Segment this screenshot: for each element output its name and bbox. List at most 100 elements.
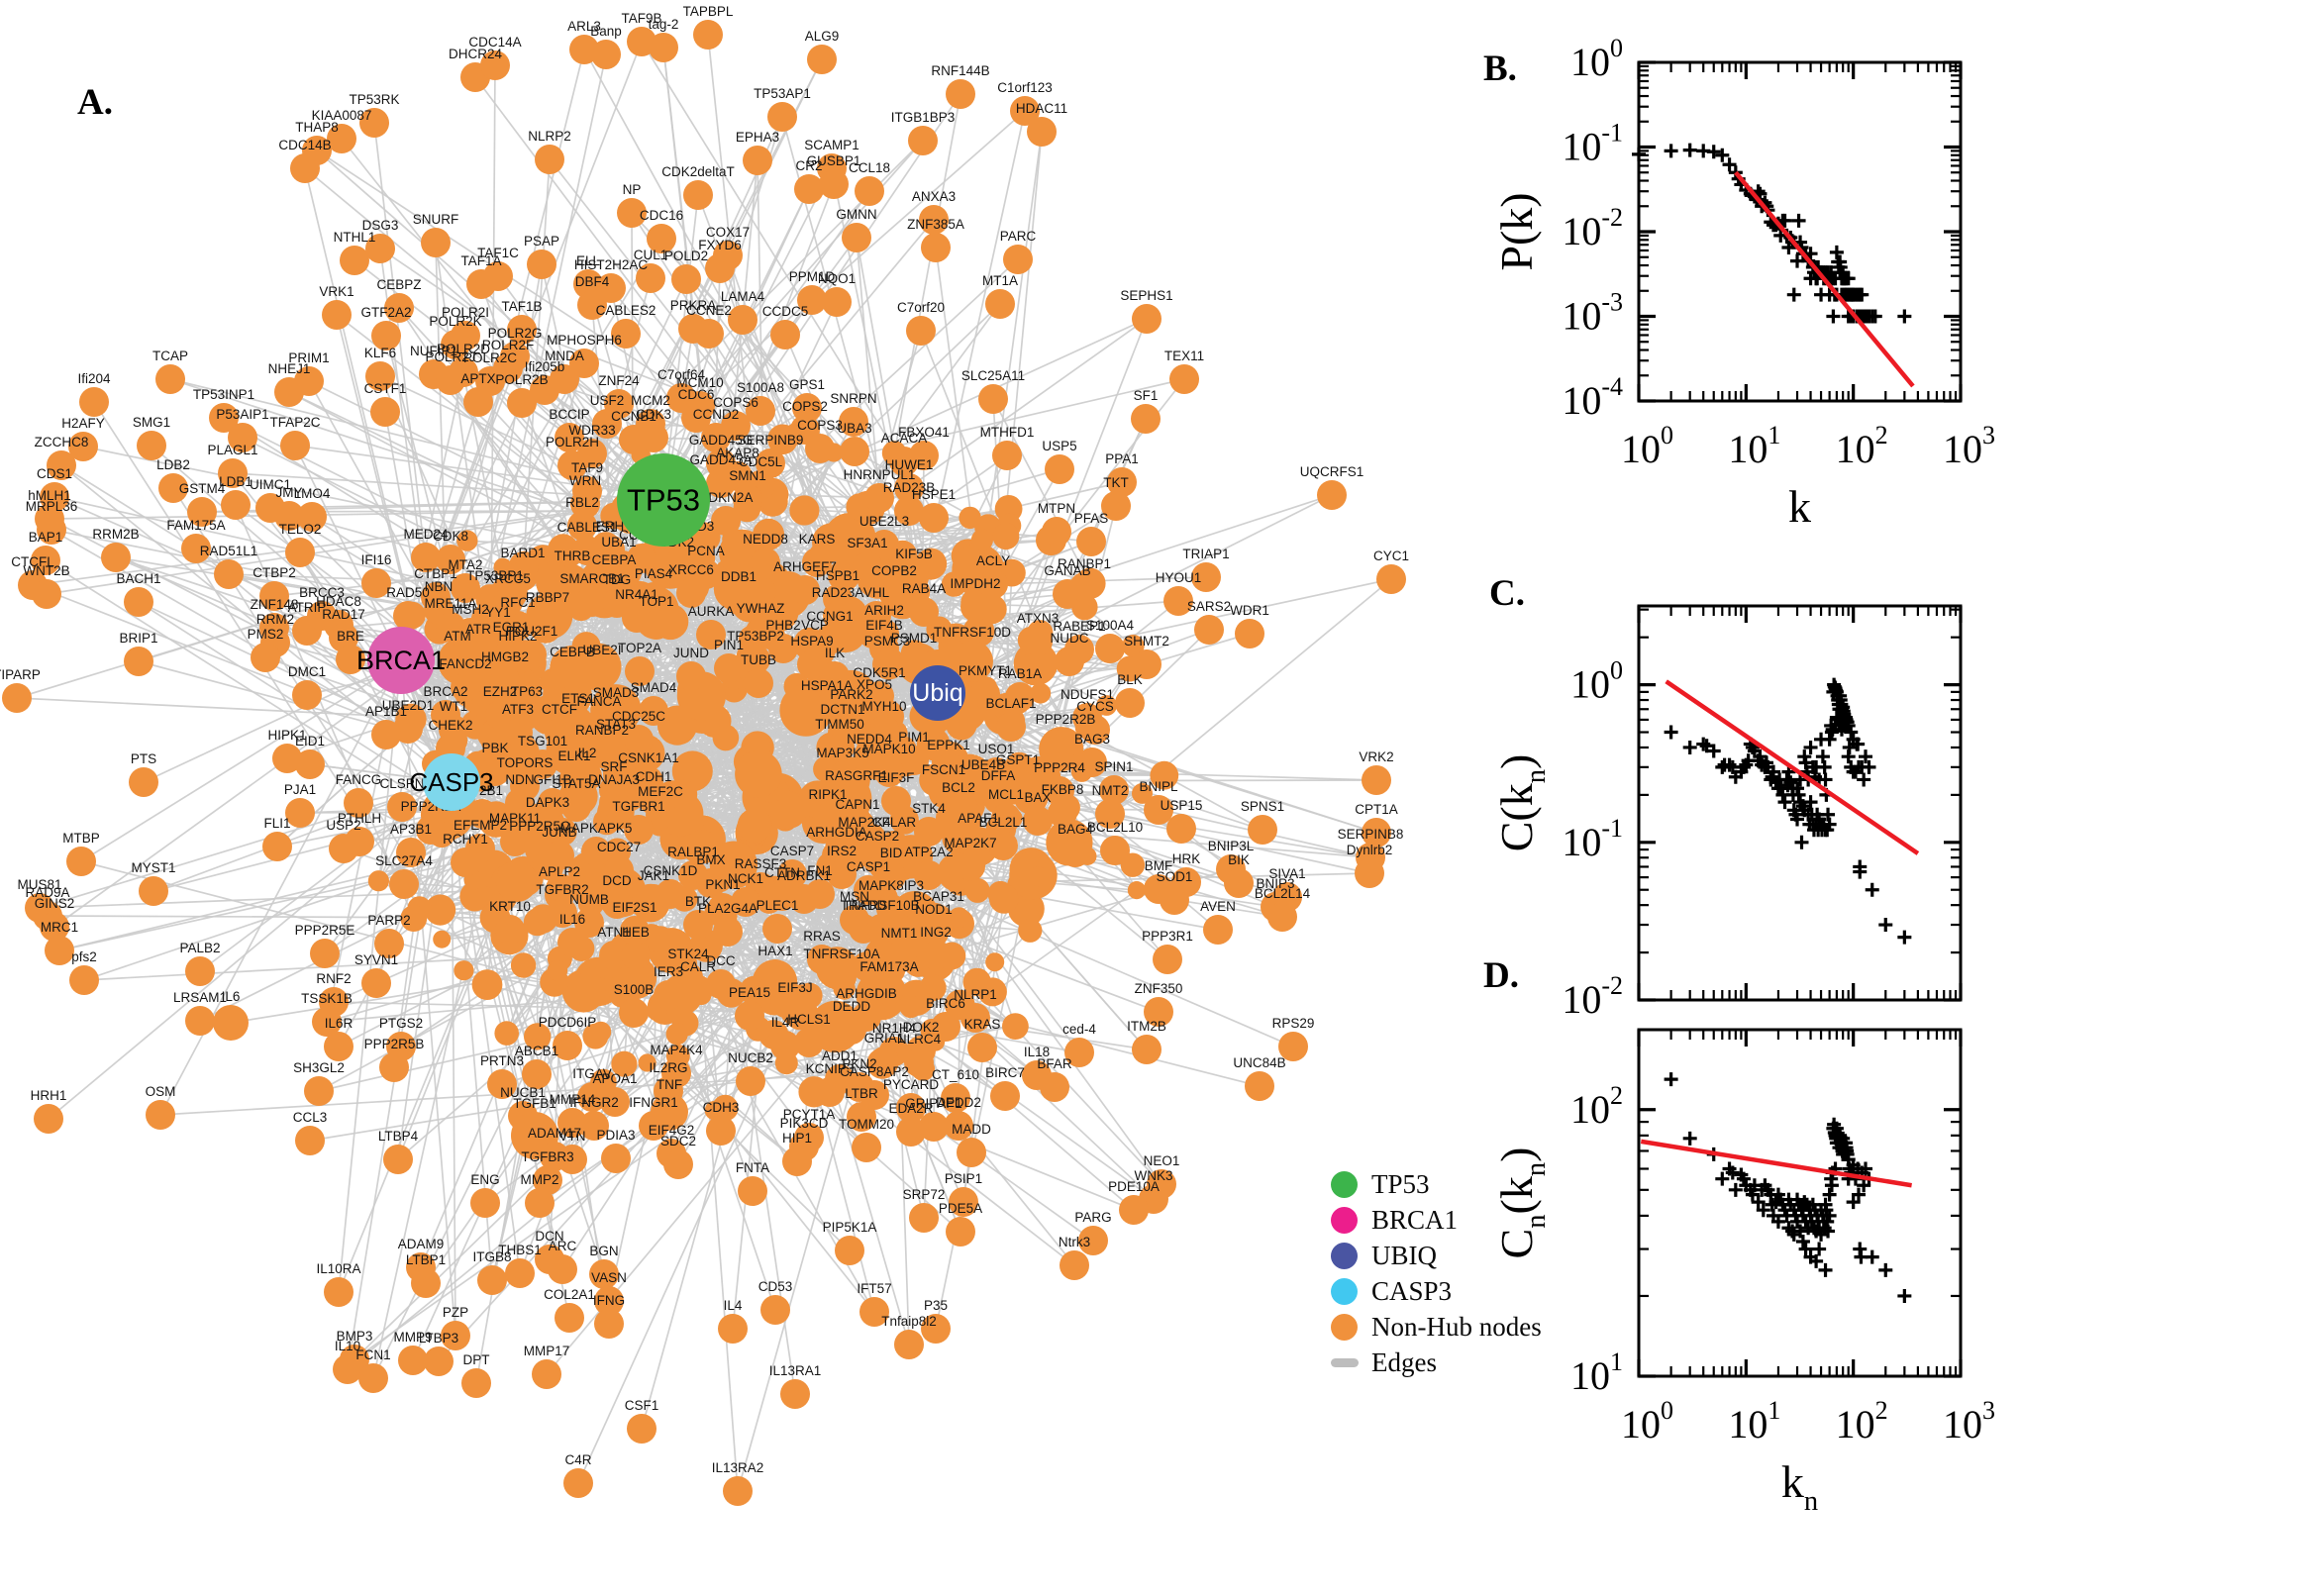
network-node: [292, 680, 322, 710]
network-node-label: LTBR: [845, 1086, 878, 1101]
data-point: [1682, 740, 1697, 754]
data-point: [1664, 144, 1678, 158]
network-node-label: MYH10: [861, 699, 906, 714]
network-node: [667, 779, 698, 810]
network-node: [864, 483, 894, 513]
network-node: [557, 450, 587, 480]
network-node-label: NP: [623, 182, 642, 197]
network-node-label: EFEMP2: [454, 818, 507, 833]
network-node: [611, 319, 641, 349]
network-node-label: S100B: [614, 982, 655, 997]
network-node: [213, 1005, 249, 1041]
network-node: [218, 458, 248, 488]
network-node-label: UNC84B: [1233, 1055, 1285, 1070]
network-node-label: TP53BP2: [727, 629, 784, 644]
network-node: [555, 423, 584, 452]
network-node: [547, 960, 568, 981]
network-node-label: VCP: [801, 618, 829, 633]
network-node: [790, 575, 820, 605]
network-node-label: FANCG: [336, 772, 382, 787]
network-node-label: WRN: [569, 473, 601, 488]
network-node-label: FSCN1: [922, 762, 965, 777]
network-node: [545, 841, 574, 870]
network-node: [649, 33, 678, 62]
network-node-label: DNAJA3: [588, 772, 640, 787]
legend-item-edges: Edges: [1331, 1345, 1542, 1380]
network-node: [823, 601, 853, 631]
network-node-label: BFAR: [1037, 1056, 1072, 1071]
network-node: [949, 907, 969, 928]
network-node-label: IL13RA1: [769, 1363, 822, 1378]
axis-label: k: [1788, 481, 1811, 532]
network-node: [1169, 364, 1199, 394]
network-node-label: SNRPN: [830, 391, 876, 406]
network-node: [31, 546, 60, 575]
data-point: [1826, 309, 1841, 324]
network-node: [582, 1023, 609, 1049]
network-node: [617, 198, 647, 228]
network-node: [656, 879, 685, 909]
network-node: [259, 581, 289, 611]
node-swatch-icon: [1331, 1206, 1358, 1234]
network-node-label: RPS29: [1272, 1016, 1315, 1031]
network-node: [1018, 918, 1043, 943]
legend-label: Edges: [1371, 1347, 1437, 1377]
network-node-label: CCL18: [849, 160, 890, 175]
network-node: [361, 568, 391, 598]
network-node: [591, 40, 621, 69]
network-node-label: ZCCHC8: [35, 435, 89, 449]
network-node-label: NQO1: [818, 271, 856, 286]
network-node: [789, 495, 820, 526]
network-node-label: KRT10: [489, 899, 531, 914]
network-edge: [602, 995, 623, 1083]
legend-item-non-hub-nodes: Non-Hub nodes: [1331, 1309, 1542, 1345]
network-node-label: APLP2: [539, 864, 580, 879]
network-node: [433, 930, 452, 948]
network-node-label: MSH2: [452, 602, 489, 617]
network-node-label: CTBP2: [252, 565, 296, 580]
network-node-label: NLRC4: [897, 1032, 942, 1047]
network-node: [1095, 634, 1125, 663]
network-node: [941, 571, 967, 597]
network-node: [712, 724, 740, 751]
network-node-label: PEA15: [729, 985, 770, 1000]
network-node-label: CT_610: [932, 1067, 979, 1082]
network-node: [908, 126, 938, 155]
network-node: [767, 102, 797, 132]
network-node: [639, 582, 668, 612]
network-node-label: RAD23A: [812, 585, 864, 600]
network-node: [587, 739, 617, 768]
tick-label: 10-1: [1562, 814, 1623, 864]
network-node: [1002, 1013, 1029, 1040]
network-node: [636, 263, 665, 293]
network-node-label: IL2: [578, 746, 597, 760]
network-node: [762, 914, 792, 944]
network-node: [647, 224, 676, 253]
network-node: [570, 489, 600, 519]
network-node-label: MT1A: [982, 273, 1018, 288]
network-node-label: PPP2R5B: [364, 1037, 425, 1051]
network-node-label: TOPORS: [497, 755, 554, 770]
network-node-label: MMP17: [524, 1344, 570, 1358]
network-node-label: SMG1: [133, 415, 170, 430]
network-node: [557, 564, 587, 594]
network-node-label: SYVN1: [354, 952, 398, 967]
network-node-label: Tnfaip8l2: [881, 1314, 937, 1329]
network-node-label: LTBP4: [378, 1129, 419, 1144]
network-node-label: TNFRSF10D: [934, 625, 1011, 640]
network-node: [828, 559, 860, 592]
network-node-label: DEDD2: [936, 1095, 981, 1110]
network-node: [158, 473, 188, 503]
network-node: [624, 725, 654, 754]
network-node-label: TP53RK: [349, 92, 399, 107]
network-edge: [992, 398, 1091, 584]
network-node-label: BLK: [1117, 672, 1143, 687]
network-node: [548, 1254, 577, 1284]
network-node-label: CCDC5: [762, 304, 809, 319]
network-node-label: ITM2B: [1127, 1019, 1166, 1034]
network-node: [451, 573, 480, 603]
network-node: [746, 396, 775, 426]
network-node-label: HIP1: [782, 1131, 812, 1146]
network-node: [359, 108, 389, 138]
network-node: [990, 1081, 1020, 1111]
